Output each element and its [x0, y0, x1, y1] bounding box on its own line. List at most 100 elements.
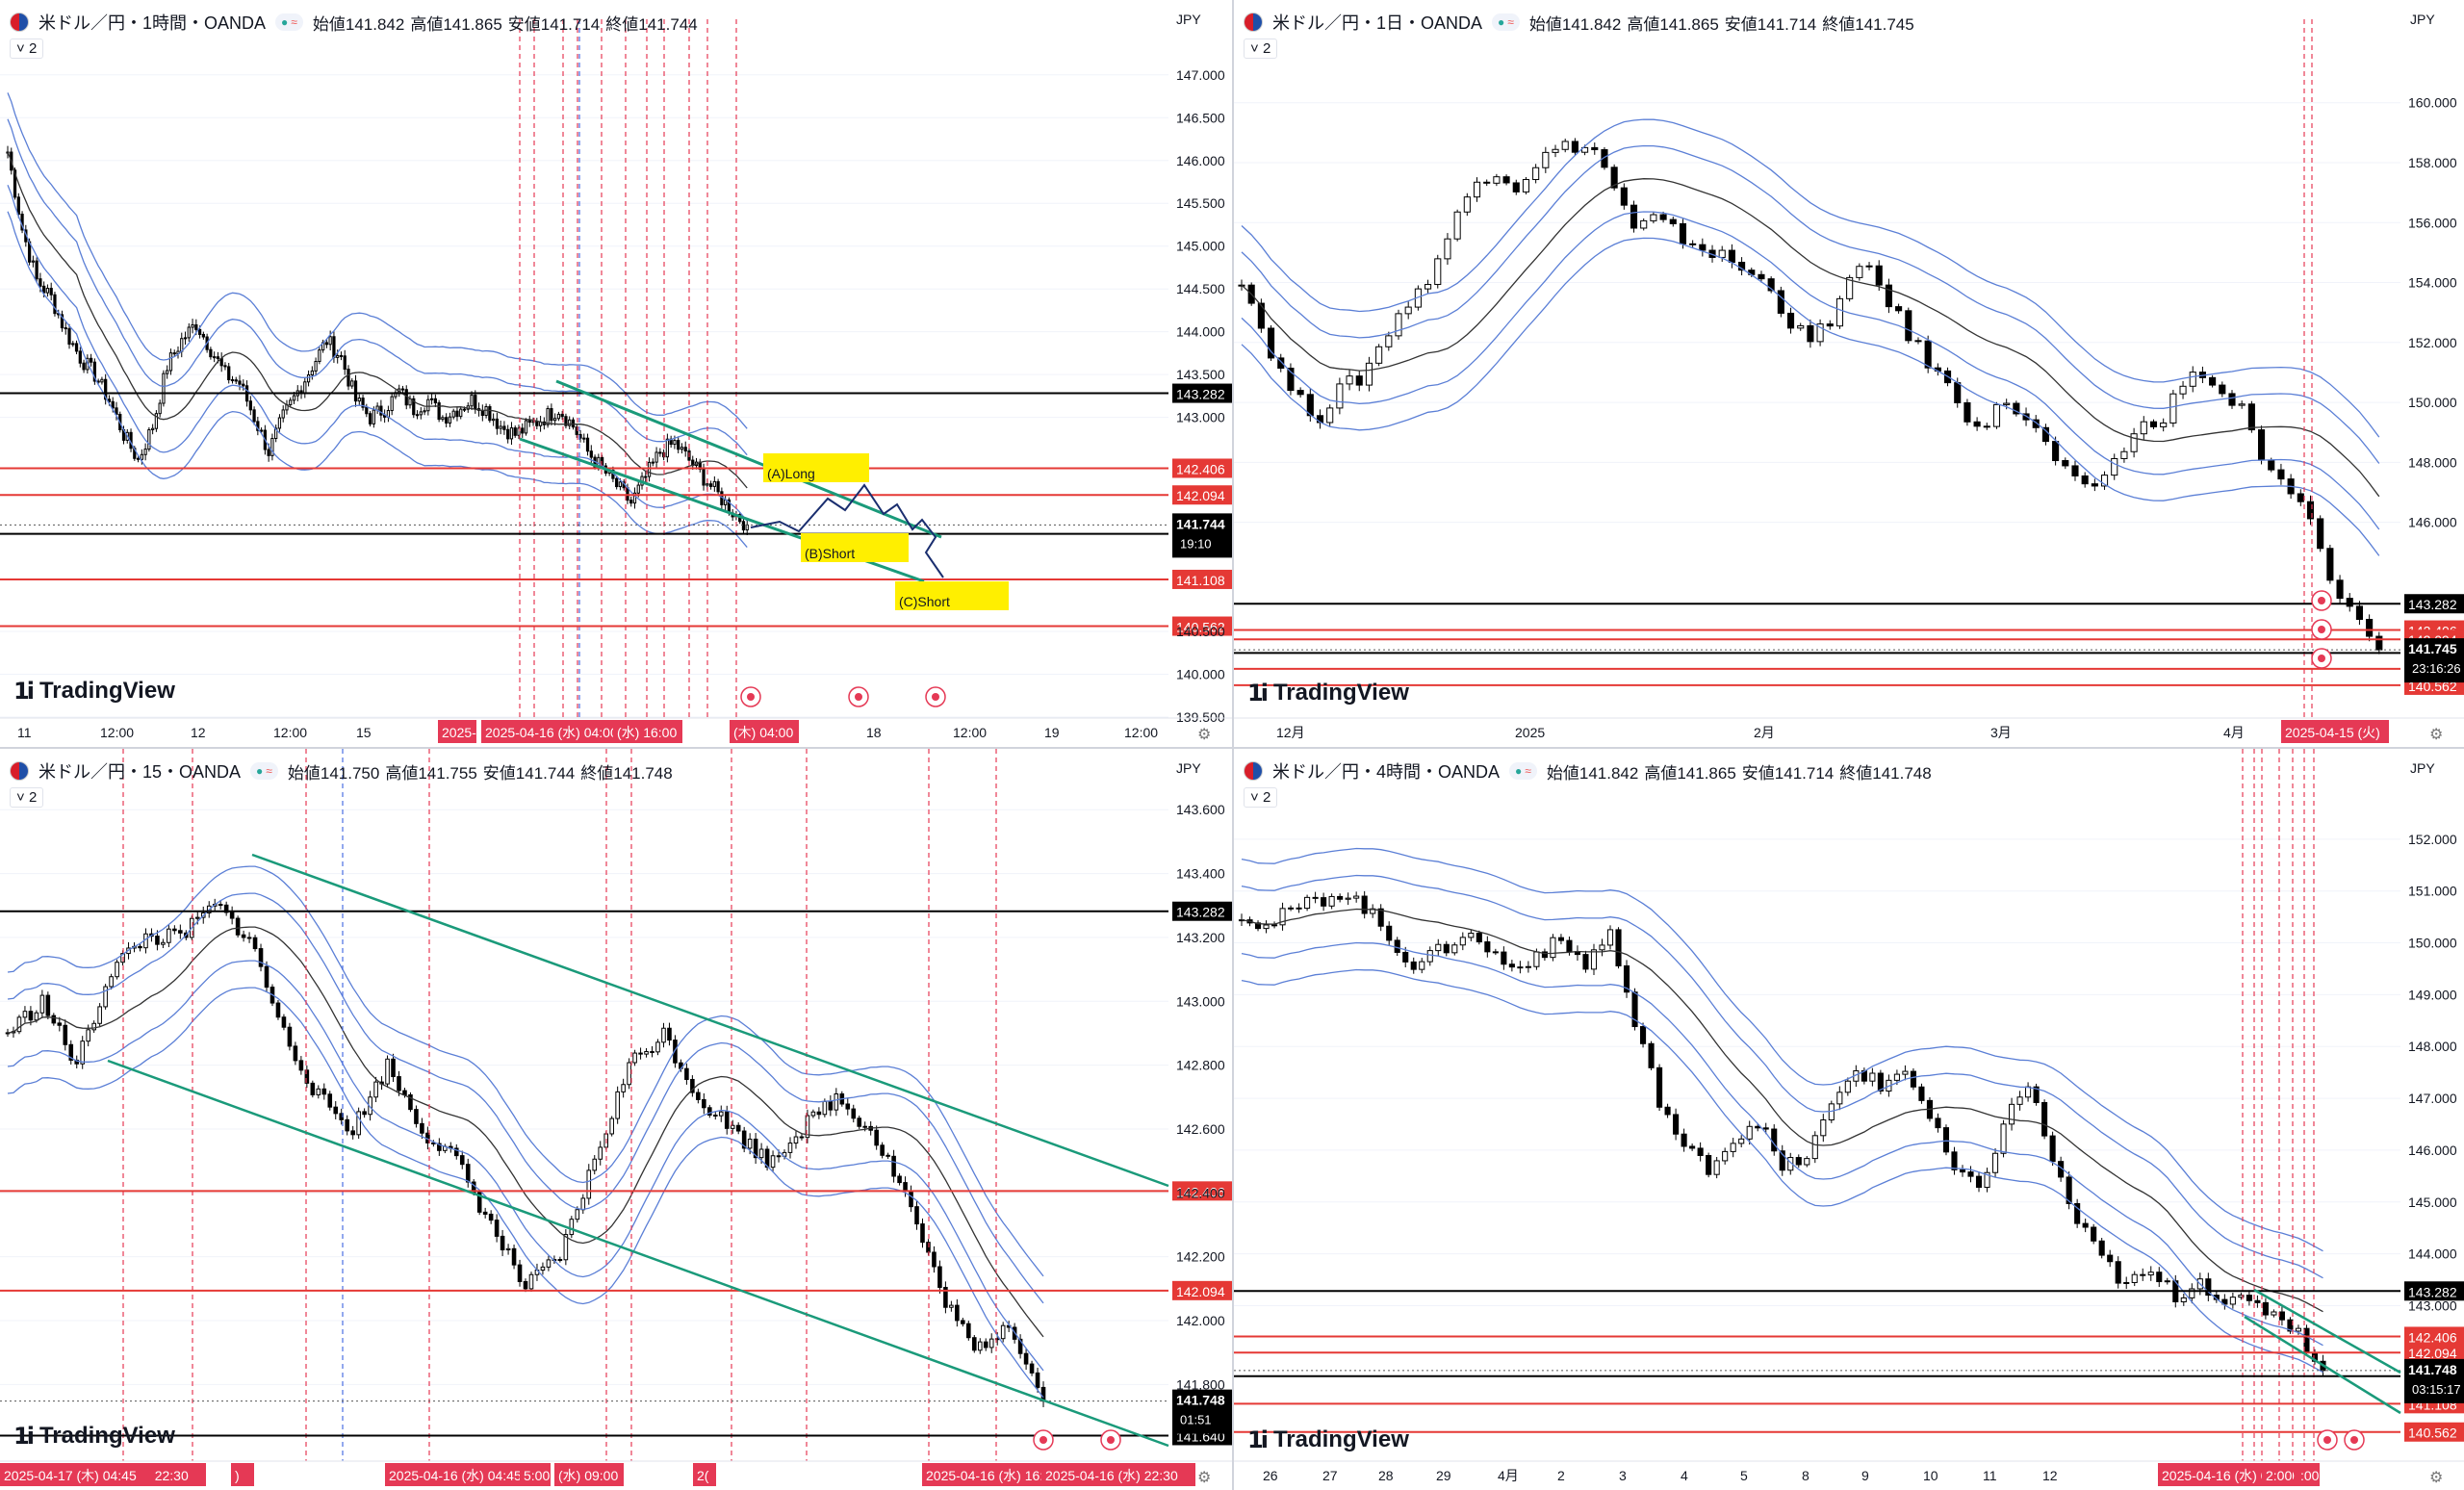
candle-body — [397, 1076, 401, 1092]
candle-body — [897, 1175, 902, 1184]
candle-body — [712, 480, 716, 487]
indicator-toggle[interactable]: ˅ 2 — [10, 787, 44, 808]
chart-h4[interactable]: 143.282142.406142.094141.640141.108140.5… — [1234, 749, 2464, 1490]
status-dots-icon[interactable]: ● ≈ — [1509, 762, 1537, 780]
currency-label[interactable]: JPY — [2410, 760, 2435, 776]
candle-body — [937, 1266, 942, 1288]
band-line-0 — [1241, 874, 2323, 1279]
symbol-title[interactable]: 米ドル／円・15・OANDA — [38, 762, 242, 782]
candle-body — [1306, 394, 1314, 417]
level-label-bg — [2404, 1326, 2464, 1347]
candle-body — [310, 370, 314, 376]
y-tick-label: 144.000 — [1176, 324, 1225, 340]
status-dots-icon[interactable]: ● ≈ — [275, 13, 303, 31]
panel-h4[interactable]: 143.282142.406142.094141.640141.108140.5… — [1234, 749, 2464, 1490]
symbol-title[interactable]: 米ドル／円・1日・OANDA — [1272, 13, 1483, 33]
candle-body — [274, 427, 278, 440]
header-h1: 米ドル／円・1時間・OANDA ● ≈ 始値141.842 高値141.865 安値1… — [10, 10, 704, 35]
candle-body — [151, 427, 155, 430]
candle-body — [1730, 1143, 1736, 1152]
panel-m15[interactable]: 143.282 142.406 142.094 141.640 143.600 143.4… — [0, 749, 1232, 1490]
status-dots-icon[interactable]: ● ≈ — [250, 762, 278, 780]
candle-body — [172, 352, 176, 355]
panel-divider-vertical[interactable] — [1232, 0, 1234, 1490]
candle-body — [632, 1052, 637, 1064]
chart-h1[interactable]: 143.282142.406142.094141.640141.108140.5… — [0, 0, 1232, 747]
currency-label[interactable]: JPY — [1176, 12, 1201, 27]
candle-body — [1410, 961, 1417, 970]
time-label-bg — [520, 1463, 551, 1486]
candle-body — [1620, 187, 1628, 206]
candle-body — [1954, 382, 1962, 403]
x-tick-label: 29 — [1436, 1468, 1451, 1483]
candle-body — [1959, 1169, 1966, 1173]
candle-body — [1386, 925, 1393, 941]
channel-upper — [2253, 1288, 2401, 1374]
tv-logo-icon: 1𝗶 — [13, 678, 35, 705]
candle-body — [546, 1259, 552, 1268]
currency-label[interactable]: JPY — [2410, 12, 2435, 27]
candle-body — [2247, 403, 2255, 431]
last-price-label: 141.745 — [2408, 641, 2457, 656]
candle-body — [310, 1082, 316, 1095]
chart-d1[interactable]: 143.282142.406142.094141.640141.108140.5… — [1234, 0, 2464, 747]
last-price-label: 141.744 — [1176, 516, 1225, 531]
last-price-label: 141.748 — [2408, 1362, 2457, 1377]
candle-body — [886, 1154, 890, 1157]
time-label-bg — [2262, 1463, 2293, 1486]
candle-body — [474, 395, 477, 410]
candle-body — [636, 484, 640, 494]
candle-body — [1975, 1175, 1983, 1189]
chart-m15[interactable]: 143.282142.406142.094141.640143.600143.4… — [0, 749, 1232, 1490]
candle-body — [365, 406, 369, 415]
candle-body — [1561, 141, 1569, 150]
y-tick-label: 143.200 — [1176, 930, 1225, 945]
candle-body — [1758, 273, 1765, 280]
annotation-label-c: (C)Short — [899, 594, 950, 609]
candle-body — [2111, 457, 2118, 476]
panel-divider-horizontal[interactable] — [0, 747, 2464, 749]
candle-body — [696, 1092, 701, 1100]
y-tick-label: 140.500 — [1176, 624, 1225, 639]
band-line-1 — [1241, 941, 2323, 1347]
candle-body — [1650, 214, 1657, 221]
event-icon-dot — [1040, 1436, 1047, 1444]
candle-body — [834, 1092, 839, 1111]
candle-body — [63, 1024, 68, 1045]
indicator-toggle[interactable]: ˅ 2 — [10, 39, 44, 59]
candle-body — [74, 343, 79, 352]
candle-body — [2062, 460, 2069, 467]
time-cursor-label: 2025-04-16 (水) 02:00 — [2162, 1468, 2295, 1483]
candle-body — [494, 1220, 500, 1237]
indicator-toggle[interactable]: ˅ 2 — [1244, 787, 1278, 808]
currency-label[interactable]: JPY — [1176, 760, 1201, 776]
candle-body — [509, 427, 514, 440]
x-tick-label: 15 — [356, 725, 372, 740]
candle-body — [2091, 483, 2098, 487]
x-tick-label: 4月 — [1498, 1468, 1519, 1483]
countdown-label: 01:51 — [1180, 1413, 1212, 1427]
candle-body — [67, 328, 71, 346]
candle-body — [437, 1143, 442, 1151]
candle-body — [1669, 218, 1677, 224]
candle-body — [147, 428, 151, 450]
symbol-title[interactable]: 米ドル／円・1時間・OANDA — [38, 13, 267, 33]
status-dots-icon[interactable]: ● ≈ — [1492, 13, 1520, 31]
indicator-toggle[interactable]: ˅ 2 — [1244, 39, 1278, 59]
level-label-bg — [2404, 1343, 2464, 1363]
candle-body — [1967, 1171, 1974, 1177]
candle-body — [724, 1111, 730, 1129]
candle-body — [615, 477, 619, 488]
y-tick-label: 148.000 — [2408, 454, 2457, 470]
candle-body — [2091, 1226, 2097, 1242]
band-line-2 — [1241, 118, 2380, 438]
countdown-label: 23:16:26 — [2412, 661, 2461, 676]
candle-body — [1984, 1171, 1990, 1189]
candle-body — [575, 1209, 580, 1220]
candle-body — [1476, 933, 1482, 943]
panel-d1[interactable]: 143.282142.406142.094141.640141.108140.5… — [1234, 0, 2464, 747]
time-label-bg — [693, 1463, 716, 1486]
symbol-title[interactable]: 米ドル／円・4時間・OANDA — [1272, 762, 1501, 782]
panel-h1[interactable]: 143.282142.406142.094141.640141.108140.5… — [0, 0, 1232, 747]
candle-body — [53, 294, 57, 315]
